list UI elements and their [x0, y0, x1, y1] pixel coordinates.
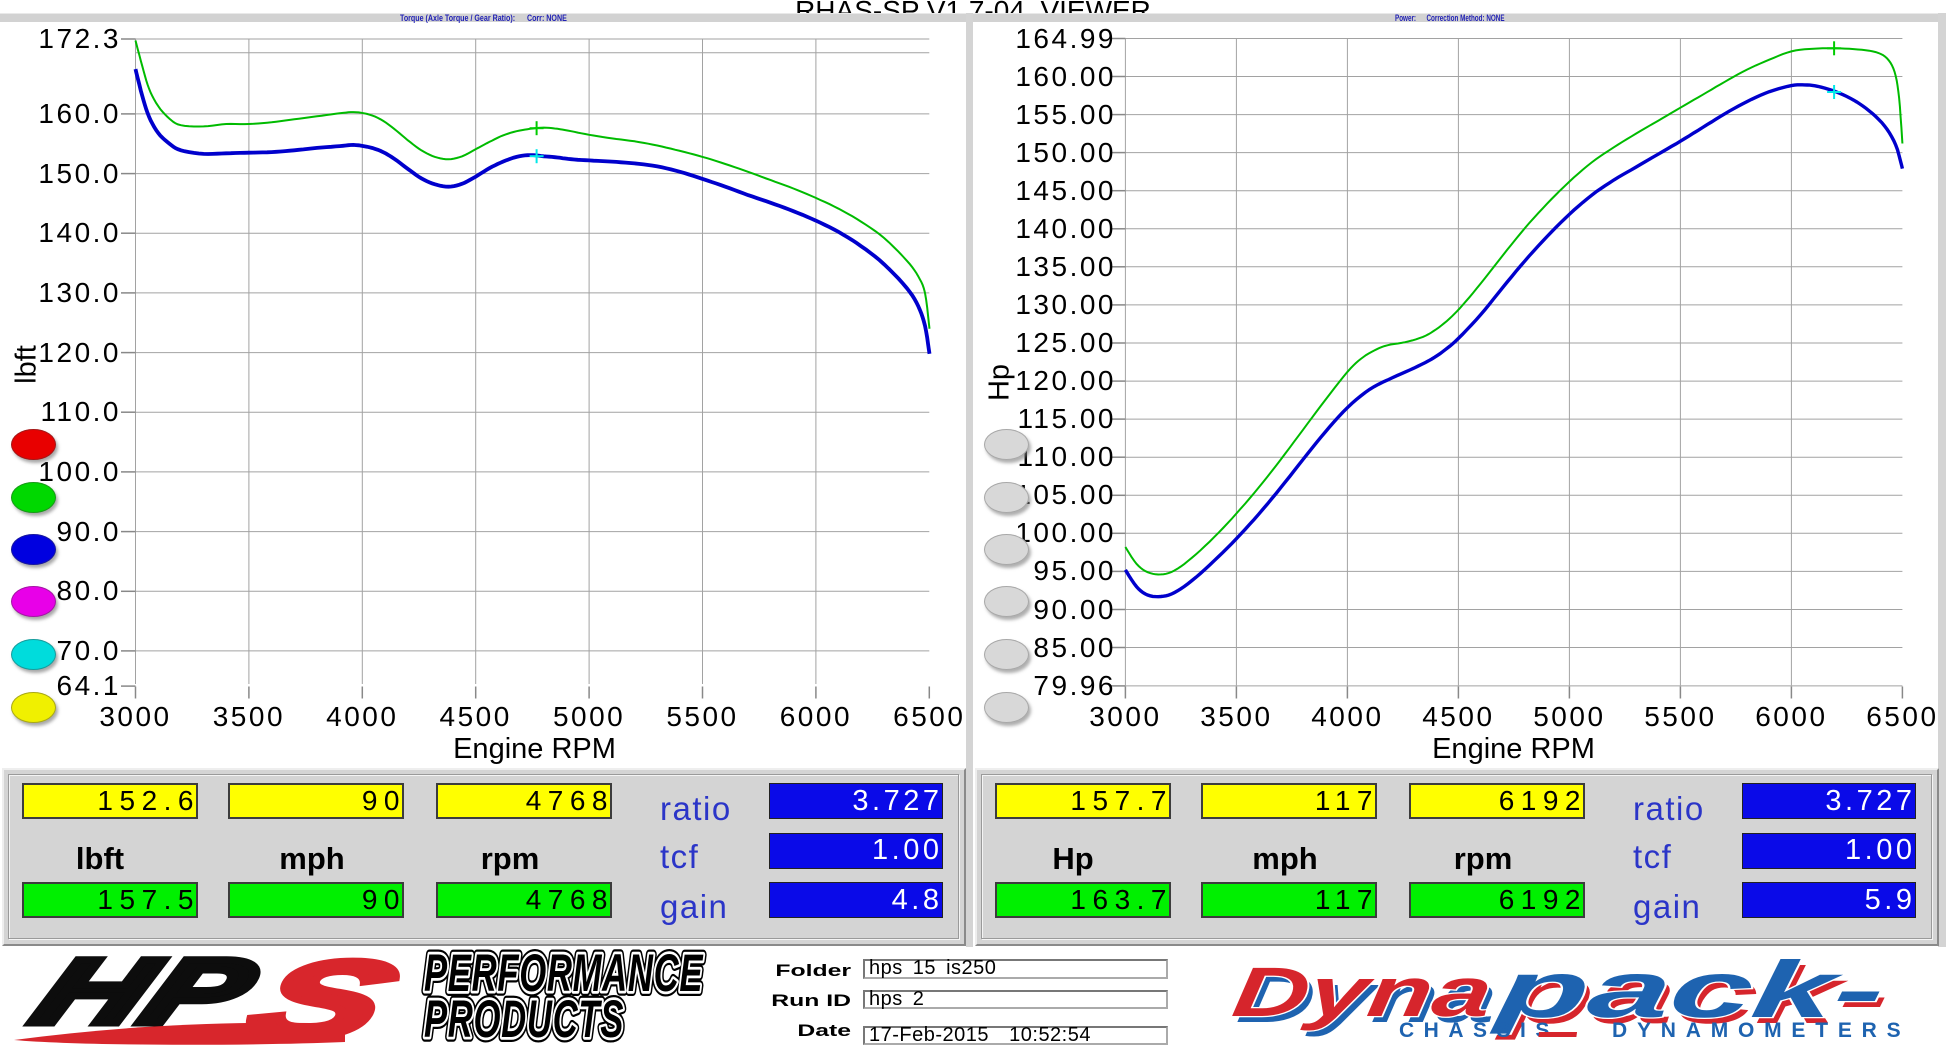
svg-text:PERFORMANCE: PERFORMANCE — [424, 944, 703, 1003]
svg-text:PERFORMANCE: PERFORMANCE — [424, 944, 703, 1003]
svg-text:Dyna: Dyna — [1233, 958, 1502, 1037]
svg-text:Dyna: Dyna — [1228, 952, 1497, 1031]
svg-text:CHASSIS: CHASSIS — [1399, 1019, 1559, 1042]
svg-text:DYNAMOMETERS: DYNAMOMETERS — [1612, 1019, 1910, 1042]
svg-text:PRODUCTS: PRODUCTS — [424, 990, 624, 1047]
svg-text:PERFORMANCE: PERFORMANCE — [424, 944, 703, 1003]
svg-text:PRODUCTS: PRODUCTS — [424, 990, 624, 1047]
svg-text:PRODUCTS: PRODUCTS — [424, 990, 624, 1047]
svg-text:pack-: pack- — [1489, 945, 1890, 1035]
svg-text:pack-: pack- — [1494, 951, 1895, 1041]
